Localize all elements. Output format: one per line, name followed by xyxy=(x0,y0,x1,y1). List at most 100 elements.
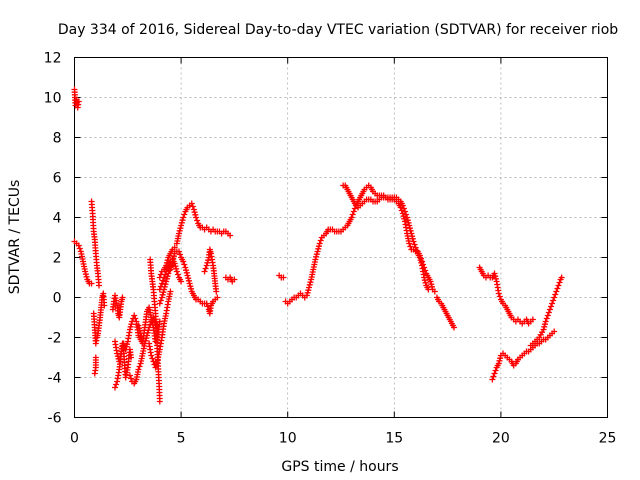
data-point xyxy=(183,269,190,276)
data-point xyxy=(191,209,198,216)
data-point xyxy=(184,272,191,279)
data-point xyxy=(135,366,142,373)
data-point xyxy=(350,208,357,215)
data-point xyxy=(158,294,165,301)
data-point xyxy=(172,263,179,270)
data-point xyxy=(159,277,166,284)
data-point xyxy=(551,294,558,301)
data-point xyxy=(303,292,310,299)
data-point xyxy=(183,267,190,274)
data-point xyxy=(178,222,185,229)
data-point xyxy=(406,222,413,229)
x-axis-ticks: 0 5 10 15 20 25 xyxy=(70,57,616,447)
data-point xyxy=(124,341,131,348)
data-point xyxy=(489,376,496,383)
data-point xyxy=(188,200,195,207)
data-point xyxy=(404,214,411,221)
data-point xyxy=(555,282,562,289)
data-point xyxy=(203,262,210,269)
data-point xyxy=(118,348,125,355)
data-point xyxy=(178,278,185,285)
data-point xyxy=(181,261,188,268)
data-point xyxy=(495,360,502,367)
data-point xyxy=(88,280,95,287)
data-point xyxy=(91,370,98,377)
data-point xyxy=(405,219,412,226)
data-point xyxy=(204,259,211,266)
data-point xyxy=(127,323,134,330)
data-point xyxy=(164,273,171,280)
data-point xyxy=(427,278,434,285)
data-point xyxy=(306,284,313,291)
data-point xyxy=(156,274,163,281)
y-tick-label: 6 xyxy=(53,171,62,187)
data-point xyxy=(421,277,428,284)
data-point xyxy=(163,262,170,269)
data-point xyxy=(398,207,405,214)
data-point xyxy=(431,288,438,295)
data-point xyxy=(160,289,167,296)
data-point xyxy=(420,261,427,268)
x-tick-label: 15 xyxy=(385,431,403,447)
data-point xyxy=(553,288,560,295)
data-point xyxy=(149,355,156,362)
data-point xyxy=(82,268,89,275)
y-tick-label: 4 xyxy=(53,211,62,227)
data-point xyxy=(315,243,322,250)
grid-lines xyxy=(74,57,608,418)
data-point xyxy=(156,398,163,405)
data-point xyxy=(497,355,504,362)
x-axis-label: GPS time / hours xyxy=(281,459,398,475)
data-point xyxy=(213,288,220,295)
data-point xyxy=(422,279,429,286)
data-point xyxy=(148,352,155,359)
data-point xyxy=(305,287,312,294)
data-point xyxy=(194,217,201,224)
y-tick-label: -4 xyxy=(48,371,62,387)
data-point xyxy=(558,274,565,281)
data-point xyxy=(76,245,83,252)
data-point xyxy=(170,253,177,260)
x-tick-label: 20 xyxy=(492,431,510,447)
data-point xyxy=(280,274,287,281)
data-point xyxy=(122,346,129,353)
data-point xyxy=(96,282,103,289)
data-point xyxy=(541,323,548,330)
x-tick-label: 5 xyxy=(177,431,186,447)
data-point xyxy=(192,211,199,218)
data-point xyxy=(399,210,406,217)
data-point xyxy=(126,372,133,379)
data-point xyxy=(135,322,142,329)
data-point xyxy=(174,271,181,278)
data-point xyxy=(75,242,82,249)
y-tick-label: 8 xyxy=(53,131,62,147)
data-point xyxy=(492,367,499,374)
data-point xyxy=(178,219,185,226)
chart-title: Day 334 of 2016, Sidereal Day-to-day VTE… xyxy=(58,22,618,38)
data-point xyxy=(529,316,536,323)
data-point xyxy=(312,256,319,263)
data-point xyxy=(419,258,426,265)
data-point xyxy=(201,268,208,275)
data-point xyxy=(492,273,499,280)
data-point xyxy=(75,98,82,105)
data-point xyxy=(450,324,457,331)
y-tick-label: 2 xyxy=(53,251,62,267)
data-point xyxy=(401,215,408,222)
data-point xyxy=(161,286,168,293)
data-point xyxy=(417,255,424,262)
data-point xyxy=(496,293,503,300)
data-point xyxy=(544,312,551,319)
data-point xyxy=(166,267,173,274)
data-point xyxy=(127,354,134,361)
data-point xyxy=(131,312,138,319)
data-point xyxy=(316,240,323,247)
data-point xyxy=(185,277,192,284)
data-point xyxy=(491,370,498,377)
data-point xyxy=(554,285,561,292)
data-point xyxy=(490,373,497,380)
data-point xyxy=(126,326,133,333)
data-point xyxy=(307,279,314,286)
data-point xyxy=(169,258,176,265)
data-point xyxy=(411,241,418,248)
